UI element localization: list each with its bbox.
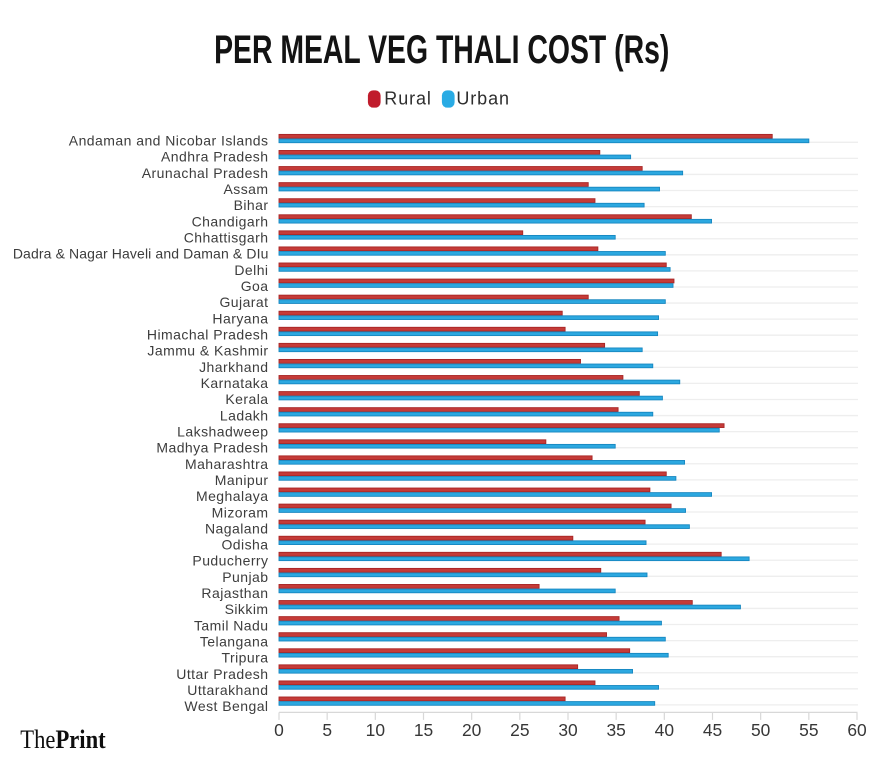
svg-text:Maharashtra: Maharashtra (185, 456, 269, 472)
svg-text:Nagaland: Nagaland (205, 520, 269, 536)
svg-text:Haryana: Haryana (212, 310, 268, 326)
svg-text:Ladakh: Ladakh (220, 407, 269, 423)
svg-text:Goa: Goa (241, 278, 269, 294)
svg-text:45: 45 (703, 720, 722, 740)
svg-text:Meghalaya: Meghalaya (196, 488, 269, 504)
svg-text:55: 55 (799, 720, 818, 740)
svg-text:Rajasthan: Rajasthan (201, 585, 268, 601)
svg-text:50: 50 (751, 720, 770, 740)
svg-text:Andhra Pradesh: Andhra Pradesh (161, 149, 268, 165)
svg-text:Telangana: Telangana (200, 634, 269, 650)
svg-text:Mizoram: Mizoram (212, 504, 269, 520)
svg-text:35: 35 (606, 720, 625, 740)
svg-text:Arunachal Pradesh: Arunachal Pradesh (142, 165, 269, 181)
svg-text:Tripura: Tripura (222, 650, 269, 666)
svg-text:Punjab: Punjab (222, 569, 268, 585)
svg-text:15: 15 (414, 720, 433, 740)
svg-text:Chandigarh: Chandigarh (192, 213, 269, 229)
svg-text:Jharkhand: Jharkhand (199, 359, 268, 375)
svg-text:Uttar Pradesh: Uttar Pradesh (176, 666, 268, 682)
svg-text:Urban: Urban (456, 89, 510, 109)
svg-text:Puducherry: Puducherry (192, 553, 268, 569)
svg-text:Odisha: Odisha (221, 537, 268, 553)
svg-text:5: 5 (322, 720, 332, 740)
svg-text:Chhattisgarh: Chhattisgarh (184, 229, 269, 245)
svg-text:West Bengal: West Bengal (184, 698, 268, 714)
svg-text:40: 40 (655, 720, 674, 740)
svg-text:30: 30 (558, 720, 577, 740)
svg-text:Madhya Pradesh: Madhya Pradesh (156, 440, 268, 456)
svg-text:Himachal Pradesh: Himachal Pradesh (147, 326, 269, 342)
svg-text:Lakshadweep: Lakshadweep (177, 423, 268, 439)
svg-text:Gujarat: Gujarat (219, 294, 268, 310)
svg-text:60: 60 (847, 720, 866, 740)
svg-text:25: 25 (510, 720, 529, 740)
svg-text:Uttarakhand: Uttarakhand (187, 682, 268, 698)
svg-text:Sikkim: Sikkim (225, 601, 269, 617)
svg-text:ThePrint: ThePrint (20, 725, 105, 754)
svg-text:20: 20 (462, 720, 481, 740)
svg-text:10: 10 (366, 720, 385, 740)
svg-text:Jammu & Kashmir: Jammu & Kashmir (147, 343, 268, 359)
svg-text:Andaman and Nicobar Islands: Andaman and Nicobar Islands (69, 133, 269, 149)
svg-text:Delhi: Delhi (234, 262, 268, 278)
svg-text:Kerala: Kerala (225, 391, 268, 407)
svg-text:Assam: Assam (223, 181, 268, 197)
svg-text:Manipur: Manipur (215, 472, 269, 488)
svg-text:PER MEAL VEG THALI COST (Rs): PER MEAL VEG THALI COST (Rs) (214, 29, 669, 73)
svg-text:Rural: Rural (384, 89, 432, 109)
svg-text:Tamil Nadu: Tamil Nadu (194, 617, 269, 633)
svg-text:Bihar: Bihar (234, 197, 269, 213)
svg-text:0: 0 (274, 720, 284, 740)
svg-text:Karnataka: Karnataka (201, 375, 269, 391)
svg-text:Dadra & Nagar Haveli and Daman: Dadra & Nagar Haveli and Daman & DIu (13, 246, 269, 262)
